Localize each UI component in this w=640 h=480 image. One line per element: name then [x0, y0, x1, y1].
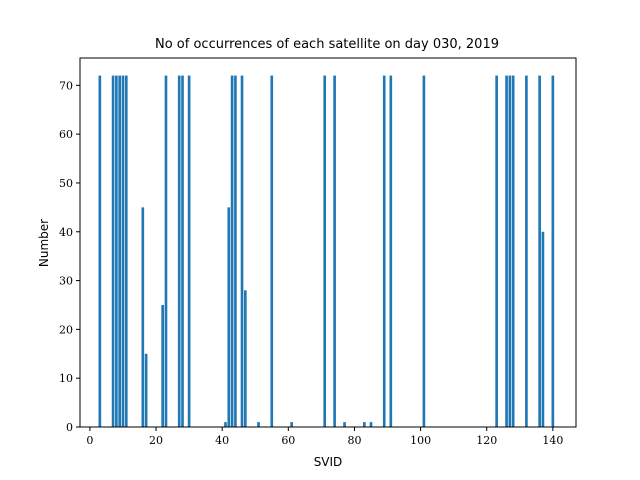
bar-svid-3 — [98, 75, 102, 428]
bar-svid-46 — [240, 75, 244, 428]
y-tick-label: 0 — [66, 421, 73, 434]
bar-svid-8 — [115, 75, 118, 428]
x-tick-label: 20 — [149, 434, 163, 447]
bar-svid-123 — [495, 75, 498, 428]
bar-svid-126 — [505, 75, 508, 428]
bar-svid-137 — [541, 231, 545, 427]
bar-svid-28 — [181, 75, 184, 428]
bar-svid-17 — [144, 353, 148, 427]
x-tick-label: 100 — [410, 434, 431, 447]
bar-svid-132 — [525, 75, 528, 428]
bar-svid-91 — [389, 75, 393, 428]
bar-svid-7 — [111, 75, 115, 428]
bar-svid-22 — [161, 304, 164, 427]
bar-svid-71 — [323, 75, 327, 428]
bar-svid-30 — [187, 75, 191, 428]
y-axis-ticks: 0 10 20 30 40 50 60 70 — [59, 79, 80, 434]
bar-svid-10 — [121, 75, 125, 428]
bar-svid-89 — [382, 75, 386, 428]
bar-svid-42 — [227, 207, 231, 427]
y-tick-label: 70 — [59, 79, 73, 92]
x-axis-ticks: 0 20 40 60 80 100 120 140 — [86, 427, 563, 447]
y-tick-label: 40 — [59, 226, 73, 239]
bar-svid-127 — [508, 75, 512, 428]
plot-frame — [79, 57, 577, 428]
bar-svid-23 — [164, 75, 168, 428]
x-tick-label: 80 — [347, 434, 361, 447]
bar-svid-27 — [177, 75, 181, 428]
bars-group — [98, 75, 555, 428]
bar-svid-55 — [270, 75, 274, 428]
bar-svid-41 — [224, 422, 227, 427]
x-tick-label: 140 — [542, 434, 563, 447]
x-tick-label: 40 — [215, 434, 229, 447]
bar-svid-74 — [333, 75, 336, 428]
bar-svid-9 — [118, 75, 122, 428]
bar-svid-51 — [257, 422, 260, 427]
y-tick-label: 30 — [59, 275, 73, 288]
bar-svid-83 — [363, 422, 366, 427]
bar-svid-16 — [141, 207, 145, 427]
y-tick-label: 50 — [59, 177, 73, 190]
bar-svid-47 — [244, 290, 247, 427]
y-tick-label: 10 — [59, 372, 73, 385]
bar-svid-101 — [422, 75, 426, 428]
bar-svid-61 — [290, 422, 293, 427]
bar-svid-140 — [551, 75, 555, 428]
x-axis-label: SVID — [314, 455, 343, 469]
bar-svid-77 — [343, 422, 346, 427]
y-tick-label: 20 — [59, 323, 73, 336]
x-tick-label: 120 — [476, 434, 497, 447]
x-tick-label: 0 — [86, 434, 93, 447]
chart-title: No of occurrences of each satellite on d… — [155, 37, 499, 52]
bar-svid-136 — [538, 75, 541, 428]
bar-svid-85 — [369, 422, 373, 427]
bar-svid-128 — [511, 75, 515, 428]
y-tick-label: 60 — [59, 128, 73, 141]
x-tick-label: 60 — [281, 434, 295, 447]
bar-svid-44 — [234, 75, 237, 428]
y-axis-label: Number — [37, 219, 51, 267]
bar-svid-43 — [230, 75, 234, 428]
bar-svid-11 — [124, 75, 128, 428]
